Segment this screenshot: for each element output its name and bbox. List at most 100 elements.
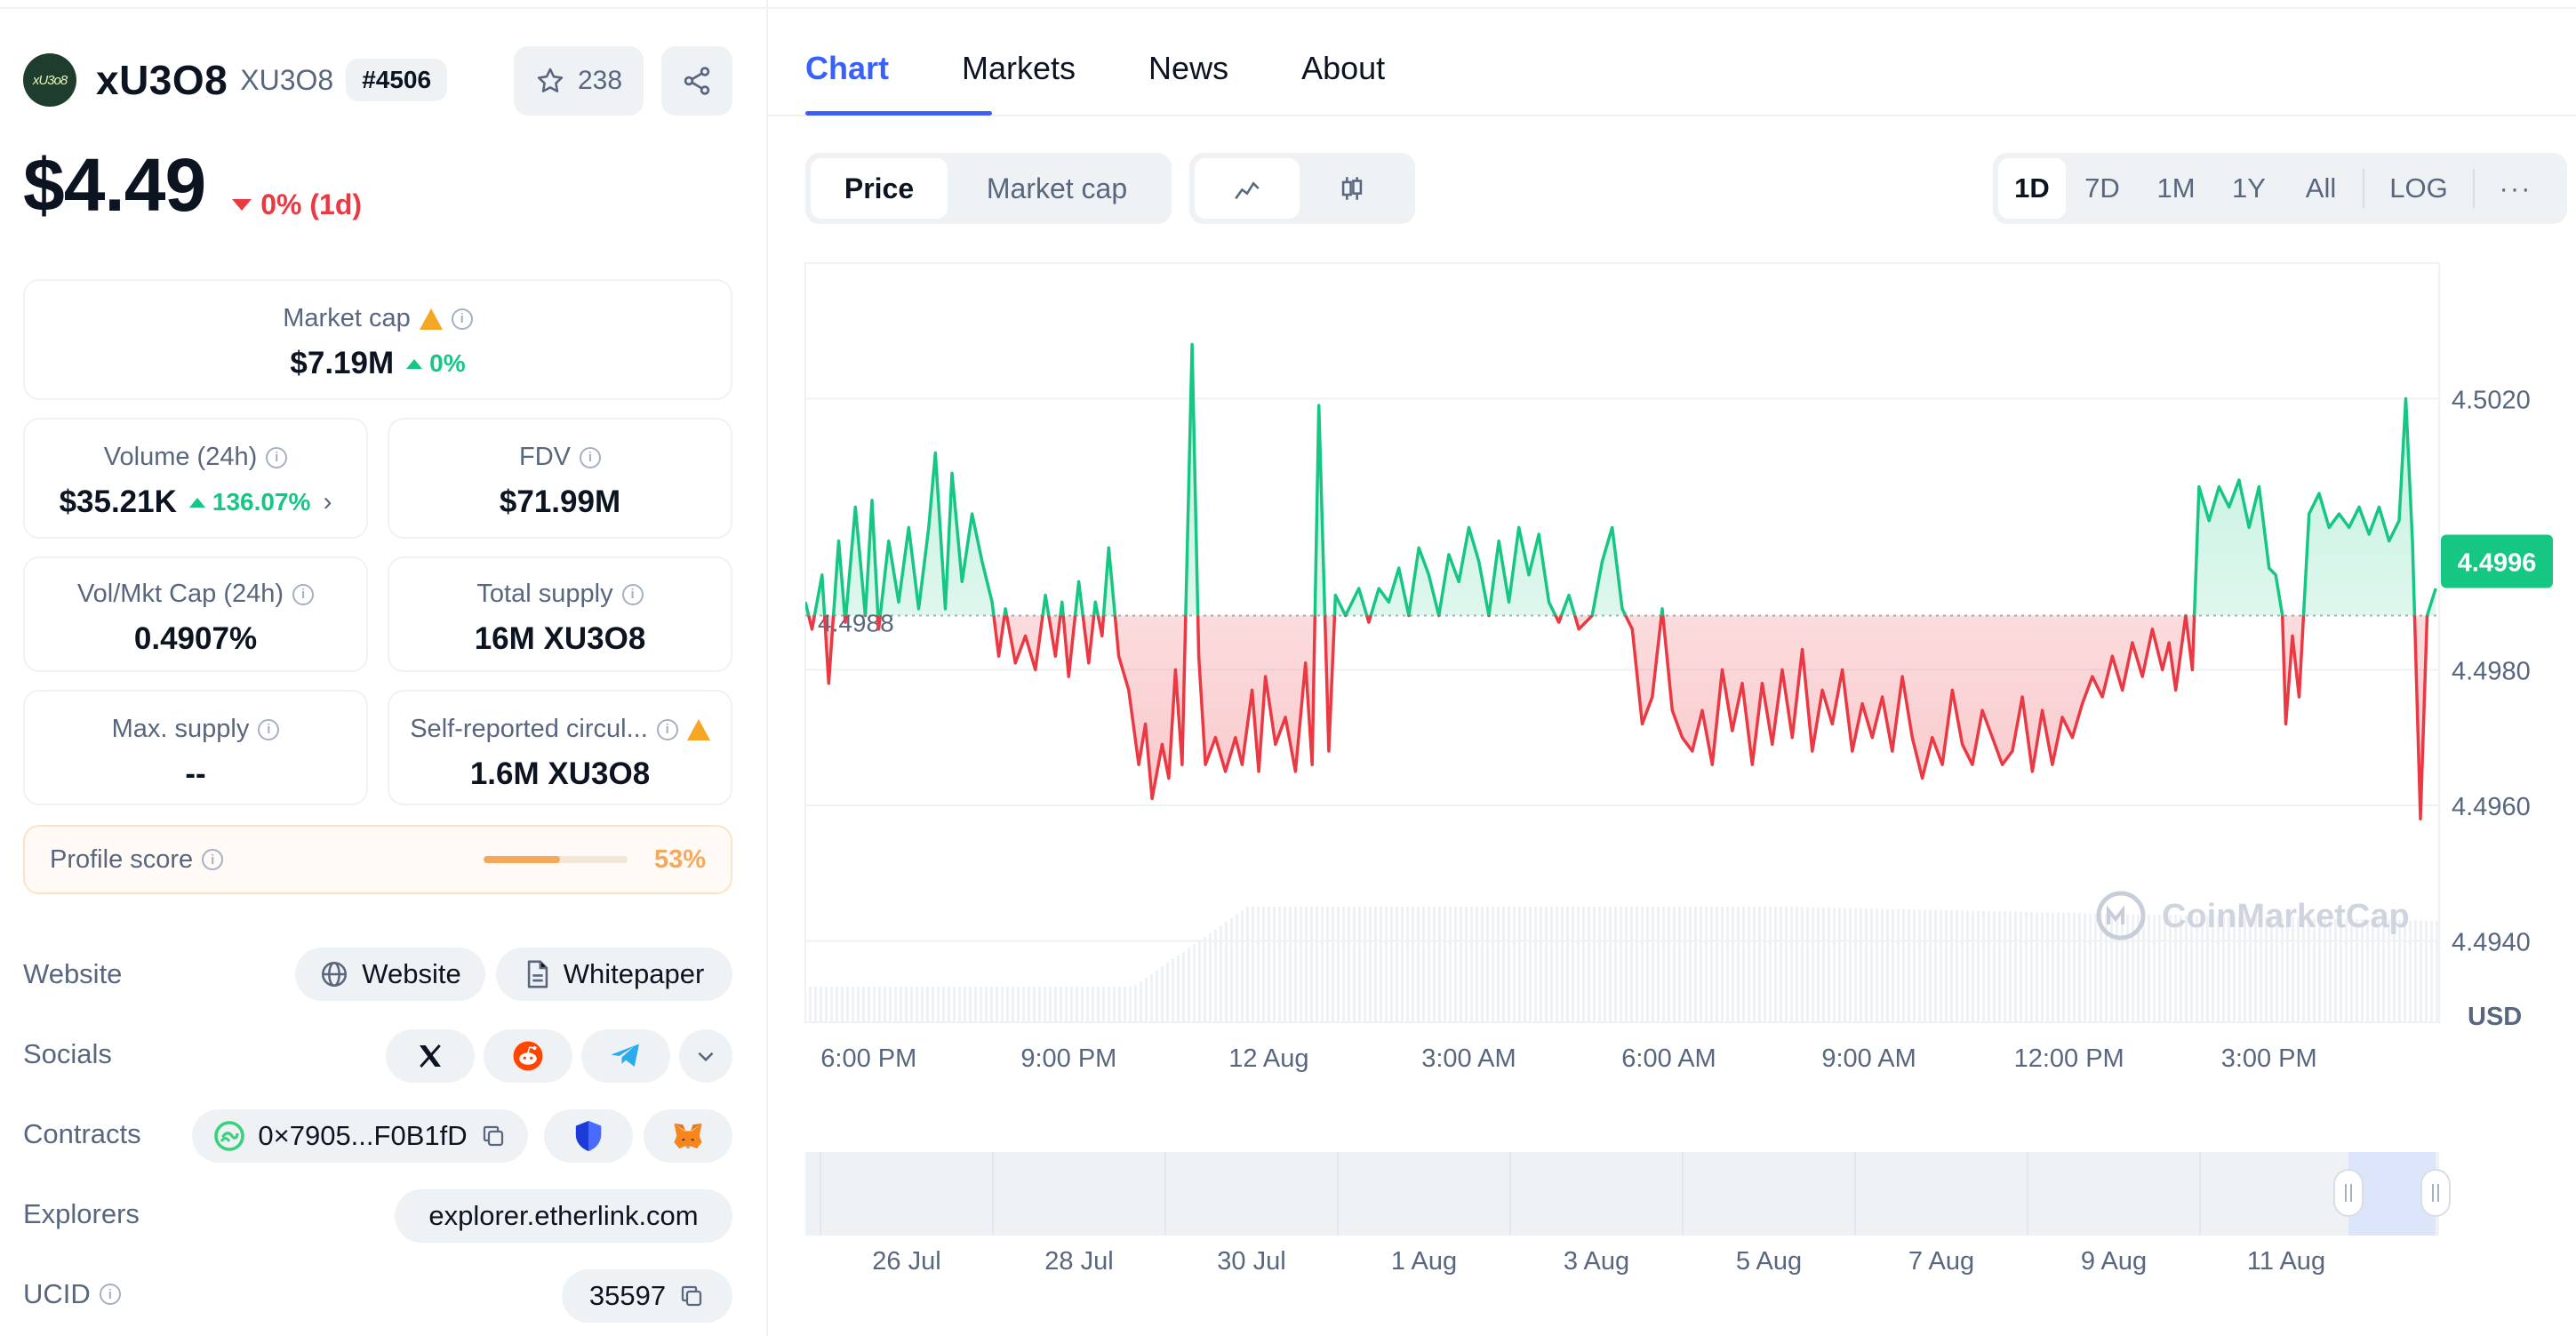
info-icon[interactable]: i [202,849,224,870]
volume-bar [1492,907,1494,1022]
share-button[interactable] [661,46,732,116]
volume-bar [1876,908,1878,1022]
metamask-button[interactable] [644,1109,732,1163]
candlestick-button[interactable] [1300,158,1404,219]
copy-icon[interactable] [480,1123,507,1149]
volume-bar [1257,907,1260,1022]
explorer-link[interactable]: explorer.etherlink.com [395,1189,732,1243]
stat-change: 0% [406,349,466,378]
navigator-handle[interactable] [2420,1169,2451,1217]
info-icon[interactable]: i [580,446,601,468]
copy-icon[interactable] [678,1283,705,1309]
security-check-button[interactable] [544,1109,633,1163]
y-tick-label: 4.4980 [2452,658,2531,686]
tab-chart[interactable]: Chart [805,50,890,86]
volume-bar [1934,909,1937,1022]
watchlist-button[interactable]: 238 [514,46,644,116]
navigator-tick-label: 3 Aug [1564,1247,1629,1276]
volume-bar [2164,915,2166,1022]
stat-label: Self-reported circul... [410,715,648,743]
volume-bar [1993,911,1996,1022]
navigator-handle[interactable] [2333,1169,2364,1217]
volume-bar [846,987,849,1022]
volume-bar [2121,914,2124,1022]
navigator-tick-label: 28 Jul [1044,1247,1113,1276]
line-chart-button[interactable] [1195,158,1300,219]
log-scale-toggle[interactable]: LOG [2389,172,2448,204]
reddit-social-button[interactable] [484,1029,572,1083]
market-cap-toggle[interactable]: Market cap [986,172,1128,204]
info-icon[interactable]: i [621,583,644,605]
volume-bar [1188,948,1190,1022]
info-icon[interactable]: i [258,718,280,740]
volume-bar [1502,907,1505,1022]
range-7d[interactable]: 7D [2084,172,2120,204]
metamask-fox-icon [674,1123,702,1149]
volume-bar [2254,916,2257,1022]
volume-bar [1316,907,1318,1022]
stat-volume[interactable]: Volume (24h) i $35.21K 136.07% › [23,418,368,539]
volume-bar [2068,912,2070,1022]
volume-bar [2212,916,2214,1022]
volume-bar [1433,907,1436,1022]
tab-news[interactable]: News [1148,50,1229,86]
volume-bar [1732,907,1734,1022]
telegram-social-button[interactable] [581,1029,670,1083]
info-icon[interactable]: i [292,583,315,605]
volume-bar [1193,944,1196,1022]
volume-bar [926,987,929,1022]
volume-bar [1113,987,1116,1022]
profile-score[interactable]: Profile score i 53% [23,825,732,894]
volume-bar [1028,987,1030,1022]
volume-bar [1630,907,1633,1022]
range-1m[interactable]: 1M [2156,172,2196,204]
tab-markets[interactable]: Markets [962,50,1076,86]
volume-bar [1625,907,1628,1022]
volume-bar [2084,913,2086,1022]
volume-bar [916,987,918,1022]
volume-bar [921,987,924,1022]
area-above-baseline [805,344,2436,616]
chevron-right-icon[interactable]: › [323,487,332,516]
coin-logo: xU3o8 [23,53,76,107]
volume-bar [969,987,972,1022]
volume-bar [1017,987,1020,1022]
volume-bar [2190,915,2193,1022]
range-1y[interactable]: 1Y [2232,172,2266,204]
website-link[interactable]: Website [295,948,485,1001]
volume-bar [1038,987,1041,1022]
whitepaper-link[interactable]: Whitepaper [496,948,732,1001]
volume-bar [2062,912,2065,1022]
volume-bar [1796,907,1798,1022]
contract-address-chip[interactable]: 0×7905...F0B1fD [192,1109,528,1163]
ucid-chip[interactable]: 35597 [562,1269,732,1323]
info-icon[interactable]: i [266,446,288,468]
volume-bar [1550,907,1553,1022]
more-options-button[interactable]: ··· [2499,172,2532,204]
price-toggle[interactable]: Price [811,158,948,219]
range-1d[interactable]: 1D [1998,158,2066,219]
volume-bar [2265,916,2268,1022]
stat-self-reported-supply: Self-reported circul... i 1.6M XU3O8 [388,690,732,805]
volume-bar [2206,916,2209,1022]
volume-bar [2004,911,2006,1022]
range-all[interactable]: All [2305,172,2337,204]
price-change: 0% (1d) [232,188,362,221]
info-icon[interactable]: i [451,308,473,330]
volume-bar [2180,915,2182,1022]
x-social-button[interactable] [386,1029,475,1083]
volume-bar [1108,987,1110,1022]
tabs-divider [768,115,2576,116]
volume-bar [1726,907,1729,1022]
tab-about[interactable]: About [1301,50,1386,86]
socials-expand-button[interactable] [679,1029,732,1083]
volume-bar [868,987,870,1022]
info-icon[interactable]: i [656,718,678,740]
range-navigator[interactable]: 26 Jul 28 Jul 30 Jul 1 Aug 3 Aug 5 Aug 7 Aug 9 … [805,1152,2451,1276]
volume-bar [2270,916,2273,1022]
info-icon[interactable]: i [99,1284,121,1305]
volume-bar [1518,907,1521,1022]
star-icon [537,68,564,92]
volume-bar [2030,911,2033,1022]
